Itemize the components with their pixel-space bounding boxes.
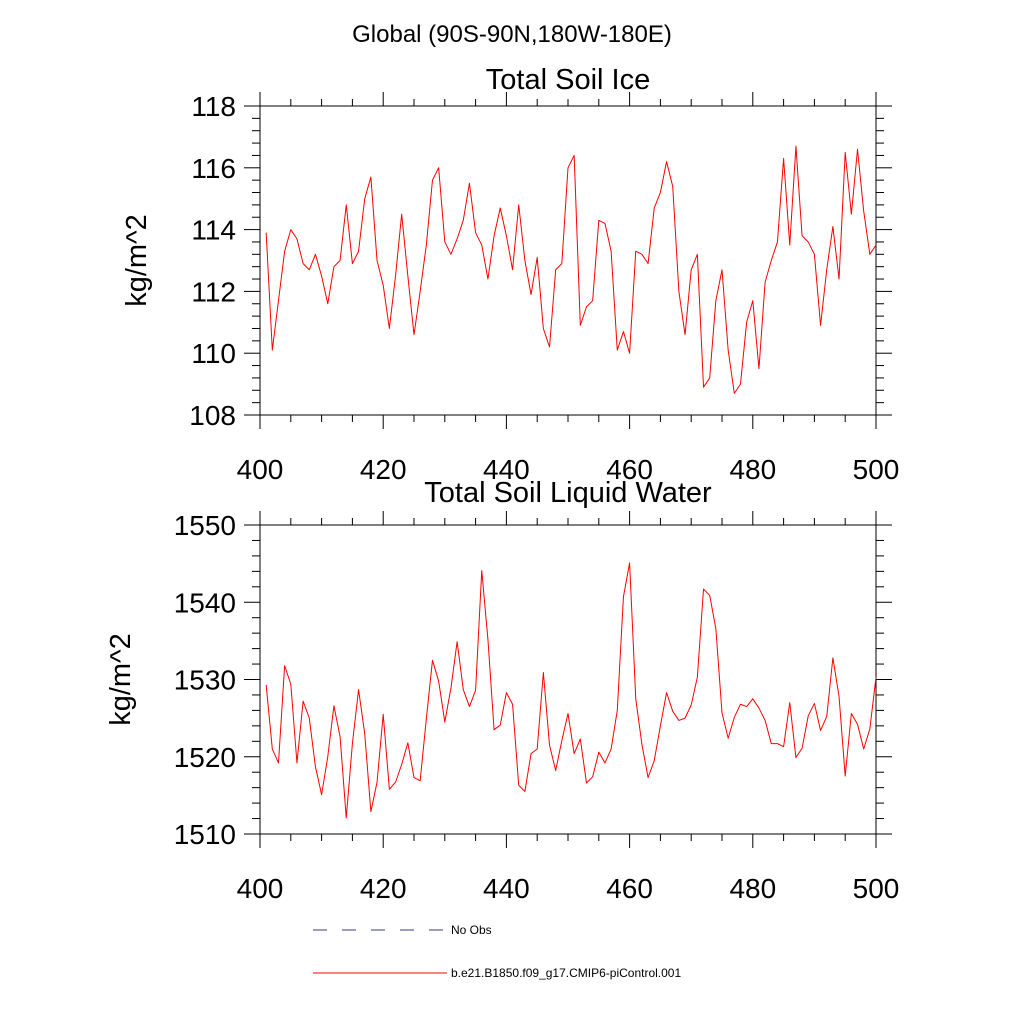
x-tick-label: 500 <box>853 454 900 485</box>
legend: No Obs b.e21.B1850.f09_g17.CMIP6-piContr… <box>313 923 681 980</box>
y-tick-label: 1520 <box>174 742 236 773</box>
y-tick-label: 110 <box>191 338 236 369</box>
x-tick-label: 480 <box>729 454 776 485</box>
panel-total-soil-liquid-water: Total Soil Liquid Water 400 420 440 460 480 5… <box>105 477 899 904</box>
y-tick-label: 114 <box>191 215 236 246</box>
series-line <box>265 145 877 394</box>
x-tick-label: 500 <box>853 873 900 904</box>
series-line <box>265 562 877 819</box>
y-tick-label: 116 <box>191 153 236 184</box>
x-tick-label: 420 <box>360 873 407 904</box>
y-tick-label: 1530 <box>174 665 236 696</box>
y-tick-label: 1510 <box>174 819 236 850</box>
x-tick-label: 440 <box>483 454 530 485</box>
legend-label-no-obs: No Obs <box>451 923 492 937</box>
panel-title: Total Soil Liquid Water <box>424 477 712 509</box>
x-tick-label: 400 <box>237 454 284 485</box>
y-axis-label: kg/m^2 <box>105 633 137 726</box>
x-tick-label: 480 <box>729 873 776 904</box>
y-axis-label: kg/m^2 <box>121 214 153 307</box>
page-title: Global (90S-90N,180W-180E) <box>352 21 672 48</box>
y-tick-label: 1540 <box>174 587 236 618</box>
y-tick-label: 1550 <box>174 510 236 541</box>
x-tick-label: 400 <box>237 873 284 904</box>
y-tick-label: 118 <box>191 91 236 122</box>
plot-frame <box>259 524 877 835</box>
panel-title: Total Soil Ice <box>486 64 650 96</box>
x-tick-label: 440 <box>483 873 530 904</box>
x-tick-label: 420 <box>360 454 407 485</box>
x-tick-label: 460 <box>606 454 653 485</box>
panel-total-soil-ice: Total Soil Ice 400 420 440 460 480 500 108 110 1… <box>121 64 899 485</box>
y-tick-label: 108 <box>189 400 236 431</box>
y-tick-label: 112 <box>191 276 236 307</box>
legend-label-model-run: b.e21.B1850.f09_g17.CMIP6-piControl.001 <box>451 966 681 980</box>
x-tick-label: 460 <box>606 873 653 904</box>
